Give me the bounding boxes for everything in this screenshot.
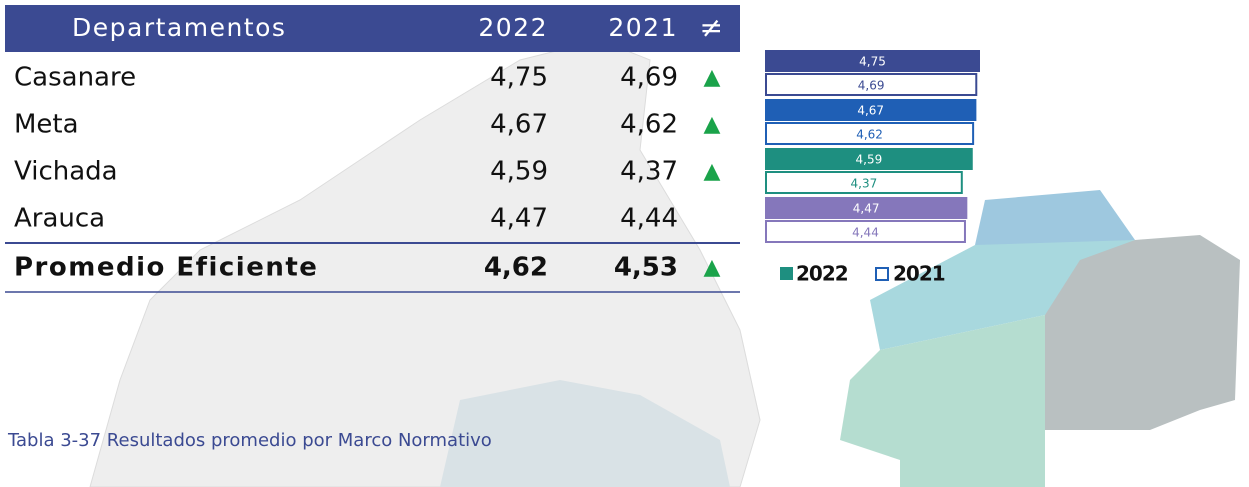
table-cell: Casanare <box>14 63 136 93</box>
bar <box>765 122 975 145</box>
footer-cell: 4,53 <box>614 253 678 283</box>
map-region <box>975 190 1135 250</box>
table-cell: 4,67 <box>490 110 548 140</box>
legend-swatch <box>780 267 793 280</box>
bar-label: 4,37 <box>851 177 878 191</box>
header-cell: 2021 <box>608 13 678 42</box>
bar-label: 4,67 <box>857 104 884 118</box>
bar <box>765 148 973 170</box>
map-shape <box>440 380 730 487</box>
legend-swatch <box>875 267 889 281</box>
bar <box>765 73 978 96</box>
bar-label: 4,47 <box>853 202 880 216</box>
legend-label: 2022 <box>796 262 848 286</box>
map-region <box>1045 235 1240 430</box>
map-region <box>840 315 1045 487</box>
table-cell: 4,37 <box>620 157 678 187</box>
bar <box>765 50 980 72</box>
trend-icon: ▲ <box>704 159 721 184</box>
header-cell: ≠ <box>700 11 725 44</box>
table-cell: 4,47 <box>490 204 548 234</box>
table-cell: 4,75 <box>490 63 548 93</box>
bar-label: 4,62 <box>856 128 883 142</box>
table-cell: 4,44 <box>620 204 678 234</box>
table-cell: 4,69 <box>620 63 678 93</box>
bar-label: 4,59 <box>856 153 883 167</box>
header-cell: Departamentos <box>72 13 286 42</box>
bar-label: 4,44 <box>852 226 879 240</box>
table-cell: Arauca <box>14 204 105 234</box>
table-cell: 4,59 <box>490 157 548 187</box>
footer-cell: Promedio Eficiente <box>14 253 318 283</box>
legend-label: 2021 <box>893 262 945 286</box>
bar-label: 4,69 <box>858 79 885 93</box>
table-cell: Meta <box>14 110 79 140</box>
header-cell: 2022 <box>478 13 548 42</box>
trend-icon: ▲ <box>704 112 721 137</box>
footer-cell: 4,62 <box>484 253 548 283</box>
bar-label: 4,75 <box>859 55 886 69</box>
table-header-bar <box>5 5 740 52</box>
table-cell: Vichada <box>14 157 118 187</box>
bar <box>765 197 968 219</box>
table-cell: 4,62 <box>620 110 678 140</box>
caption: Tabla 3-37 Resultados promedio por Marco… <box>7 430 492 451</box>
trend-icon: ▲ <box>704 255 721 280</box>
bar <box>765 220 966 243</box>
bar <box>765 171 963 194</box>
map-region <box>870 240 1135 350</box>
trend-icon: ▲ <box>704 65 721 90</box>
bar <box>765 99 977 121</box>
